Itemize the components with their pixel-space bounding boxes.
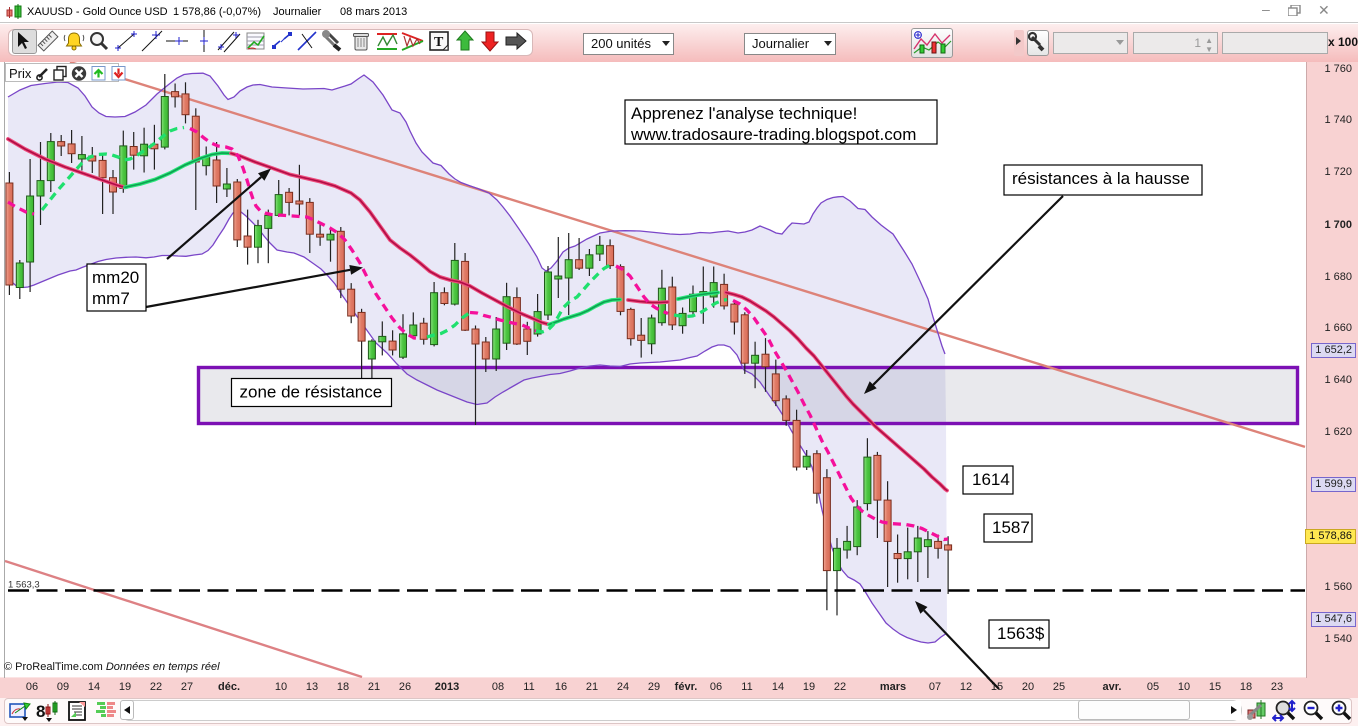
svg-text:Apprenez l'analyse technique!: Apprenez l'analyse technique!	[631, 104, 857, 123]
svg-text:mm20: mm20	[92, 268, 139, 287]
svg-text:1 563,3: 1 563,3	[8, 580, 40, 591]
svg-text:zone de résistance: zone de résistance	[240, 383, 383, 402]
svg-text:1614: 1614	[972, 470, 1010, 489]
svg-text:résistances à la hausse: résistances à la hausse	[1012, 169, 1190, 188]
svg-text:8: 8	[36, 702, 45, 721]
svg-text:mm7: mm7	[92, 289, 130, 308]
svg-text:1587: 1587	[992, 518, 1030, 537]
svg-text:T: T	[434, 35, 444, 50]
svg-text:www.tradosaure-trading.blogspo: www.tradosaure-trading.blogspot.com	[630, 125, 916, 144]
svg-text:1563$: 1563$	[997, 624, 1045, 643]
